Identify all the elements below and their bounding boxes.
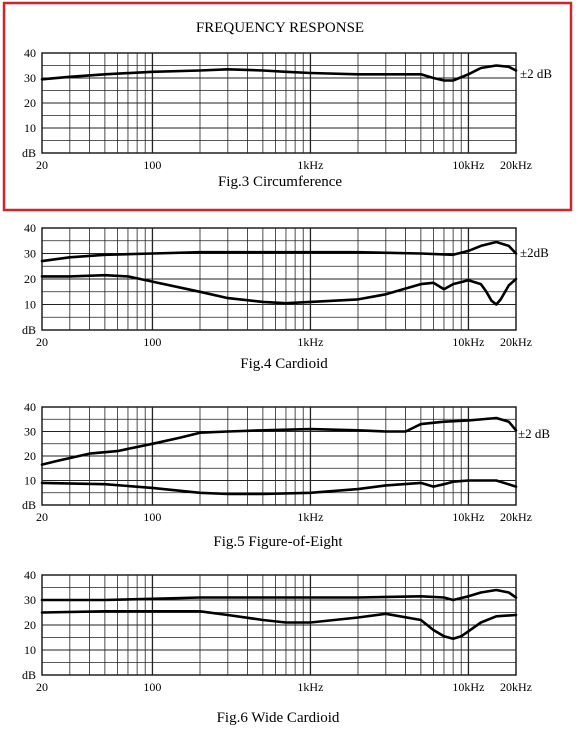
y-unit-label: dB [22, 668, 36, 682]
y-tick-label: 40 [24, 568, 36, 582]
y-tick-label: 30 [24, 593, 36, 607]
y-tick-label: 10 [24, 474, 36, 488]
x-tick-label: 100 [143, 335, 161, 349]
x-tick-label: 1kHz [297, 680, 323, 694]
figure-caption: Fig.5 Figure-of-Eight [213, 534, 343, 550]
response-curve-1 [40, 240, 518, 263]
y-tick-label: 30 [24, 247, 36, 261]
response-curve-1 [40, 64, 518, 82]
x-tick-label: 20kHz [500, 335, 532, 349]
y-unit-label: dB [22, 323, 36, 337]
y-tick-label: 20 [24, 272, 36, 286]
response-curve-2 [40, 273, 518, 306]
tolerance-label: ±2 dB [520, 66, 552, 81]
y-unit-label: dB [22, 498, 36, 512]
x-tick-label: 10kHz [452, 510, 484, 524]
tolerance-label: ±2dB [520, 245, 549, 260]
response-curve-1 [40, 588, 518, 602]
y-tick-label: 40 [24, 221, 36, 235]
x-tick-label: 1kHz [297, 335, 323, 349]
response-curve-1 [40, 416, 518, 466]
grid [42, 228, 516, 330]
x-tick-label: 10kHz [452, 158, 484, 172]
y-tick-label: 20 [24, 618, 36, 632]
figure-caption: Fig.4 Cardioid [240, 356, 328, 372]
page-title: FREQUENCY RESPONSE [196, 20, 364, 36]
y-tick-label: 10 [24, 121, 36, 135]
grid [42, 53, 516, 153]
y-tick-label: 10 [24, 298, 36, 312]
x-tick-label: 100 [143, 680, 161, 694]
figure-caption: Fig.3 Circumference [218, 174, 342, 190]
y-tick-label: 20 [24, 96, 36, 110]
grid [42, 575, 516, 675]
grid [42, 407, 516, 505]
x-tick-label: 10kHz [452, 335, 484, 349]
x-tick-label: 20kHz [500, 158, 532, 172]
tolerance-label: ±2 dB [518, 426, 550, 441]
x-tick-label: 20kHz [500, 680, 532, 694]
x-tick-label: 1kHz [297, 510, 323, 524]
y-tick-label: 30 [24, 425, 36, 439]
x-tick-label: 20kHz [500, 510, 532, 524]
figure-caption: Fig.6 Wide Cardioid [217, 710, 340, 726]
x-tick-label: 100 [143, 510, 161, 524]
highlight-box [2, 1, 573, 212]
x-tick-label: 10kHz [452, 680, 484, 694]
x-tick-label: 20 [36, 680, 48, 694]
y-tick-label: 20 [24, 449, 36, 463]
y-tick-label: 40 [24, 400, 36, 414]
x-tick-label: 20 [36, 335, 48, 349]
y-tick-label: 40 [24, 46, 36, 60]
x-tick-label: 100 [143, 158, 161, 172]
y-tick-label: 10 [24, 643, 36, 657]
x-tick-label: 1kHz [297, 158, 323, 172]
y-tick-label: 30 [24, 71, 36, 85]
response-curve-2 [40, 479, 518, 496]
x-tick-label: 20 [36, 158, 48, 172]
y-unit-label: dB [22, 146, 36, 160]
x-tick-label: 20 [36, 510, 48, 524]
response-curve-2 [40, 610, 518, 641]
